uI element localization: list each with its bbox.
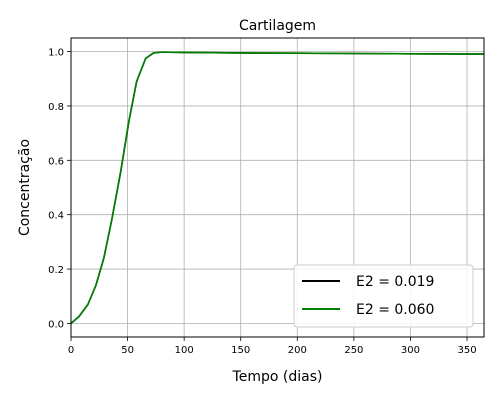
legend-label-series-2: E2 = 0.060 [356, 302, 434, 318]
x-tick-label: 0 [68, 345, 74, 356]
x-tick-label: 250 [344, 345, 363, 356]
ticks: 0 50 100 150 200 250 300 350 0.0 0.2 0.4 0.6 0.8 1.0 [48, 48, 476, 356]
y-tick-label: 1.0 [48, 48, 64, 59]
y-tick-label: 0.0 [48, 319, 64, 330]
legend-label-series-1: E2 = 0.019 [356, 274, 434, 290]
y-tick-label: 0.2 [48, 265, 64, 276]
x-tick-label: 350 [457, 345, 476, 356]
series-layer [70, 51, 485, 325]
x-tick-label: 50 [121, 345, 134, 356]
y-tick-label: 0.6 [48, 156, 64, 167]
x-tick-label: 150 [231, 345, 250, 356]
x-tick-label: 200 [288, 345, 307, 356]
chart-title: Cartilagem [239, 18, 316, 34]
grid [70, 38, 484, 337]
x-tick-label: 100 [175, 345, 194, 356]
plot-frame [70, 37, 485, 338]
series-line-2 [70, 51, 485, 325]
x-tick-label: 300 [401, 345, 420, 356]
legend: E2 = 0.019 E2 = 0.060 [293, 264, 474, 328]
y-axis-label: Concentração [17, 139, 33, 236]
y-tick-label: 0.4 [48, 211, 64, 222]
x-axis-label: Tempo (dias) [232, 369, 323, 385]
y-tick-label: 0.8 [48, 102, 64, 113]
